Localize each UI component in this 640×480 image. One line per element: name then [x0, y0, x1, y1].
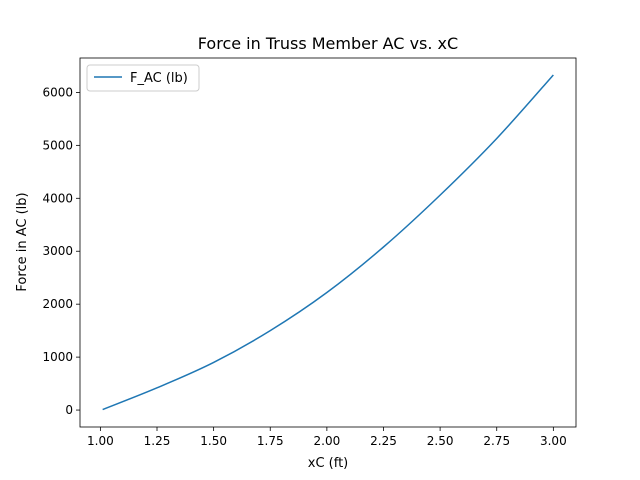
- legend-label: F_AC (lb): [130, 71, 188, 86]
- y-tick-label: 5000: [42, 138, 73, 152]
- x-tick-label: 1.50: [200, 434, 227, 448]
- x-tick-label: 2.00: [314, 434, 341, 448]
- legend-box: [86, 64, 200, 92]
- y-axis-label: Force in AC (lb): [15, 192, 30, 291]
- x-tick-label: 3.00: [540, 434, 567, 448]
- y-tick-label: 1000: [42, 350, 73, 364]
- x-tick-label: 1.25: [144, 434, 171, 448]
- x-axis-ticks: 1.00 1.25 1.50 1.75 2.00 2.25 2.50 2.75 3.00: [87, 427, 567, 448]
- y-tick-label: 0: [65, 403, 73, 417]
- x-tick-label: 2.75: [483, 434, 510, 448]
- chart-title: Force in Truss Member AC vs. xC: [198, 34, 458, 53]
- plot-frame: [79, 57, 577, 428]
- y-tick-label: 3000: [42, 244, 73, 258]
- x-tick-label: 1.75: [257, 434, 284, 448]
- x-tick-label: 2.25: [370, 434, 397, 448]
- x-tick-label: 2.50: [427, 434, 454, 448]
- y-axis-ticks: 0 1000 2000 3000 4000 5000 6000: [42, 85, 80, 417]
- y-tick-label: 4000: [42, 191, 73, 205]
- y-tick-label: 2000: [42, 297, 73, 311]
- series-line-f-ac: [102, 74, 554, 411]
- plot-area: [80, 58, 576, 427]
- x-axis-label: xC (ft): [308, 456, 349, 471]
- x-tick-label: 1.00: [87, 434, 114, 448]
- y-tick-label: 6000: [42, 85, 73, 99]
- legend: F_AC (lb): [86, 64, 200, 92]
